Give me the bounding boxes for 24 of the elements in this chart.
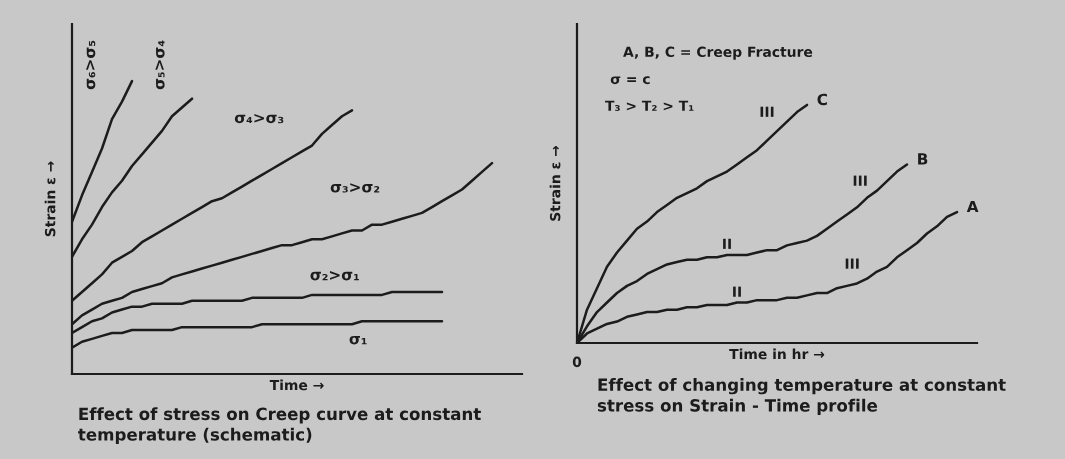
- series-label: σ₁: [349, 335, 367, 345]
- annotation: II: [733, 286, 741, 297]
- annotation: II: [723, 238, 731, 249]
- annotation: III: [853, 175, 867, 186]
- series-label: B: [918, 153, 928, 165]
- annotation: III: [760, 106, 774, 117]
- text: Effect of stress on Creep curve at constant temperature (schematic): [78, 407, 481, 444]
- x-axis-title: Time in hr →: [729, 348, 825, 360]
- text: σ₄>σ₃: [234, 113, 284, 124]
- text: σ = c: [610, 76, 650, 85]
- text: σ₆>σ₅: [85, 40, 96, 90]
- text: 0: [572, 356, 582, 368]
- text: σ₃>σ₂: [330, 183, 380, 193]
- text: σ₅>σ₄: [155, 40, 165, 90]
- series-label: C: [817, 93, 827, 106]
- annotation: III: [845, 258, 859, 269]
- series-label: σ₂>σ₁: [310, 271, 359, 281]
- series-label: A: [966, 200, 979, 213]
- y-axis-title: Strain ε →: [549, 145, 561, 221]
- x-axis-title: Time →: [269, 379, 324, 391]
- text: A, B, C = Creep Fracture: [623, 46, 813, 60]
- annotation: T₃ > T₂ > T₁: [605, 100, 694, 111]
- y-axis-title: Strain ε →: [44, 161, 56, 237]
- text: Effect of changing temperature at constant stress on Strain - Time profile: [597, 378, 1006, 415]
